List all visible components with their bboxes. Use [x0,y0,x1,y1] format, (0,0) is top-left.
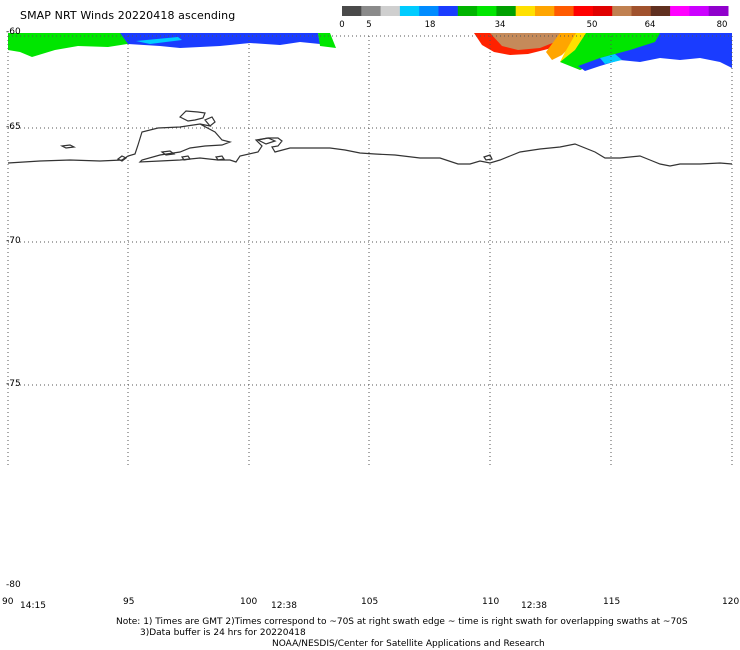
swath-right-brown [490,33,560,50]
swath-left-blue [120,33,320,48]
colorbar-label-0: 0 [339,20,345,30]
wind-speed-colorbar [342,6,729,16]
note-line-3: NOAA/NESDIS/Center for Satellite Applica… [272,639,545,649]
lon-label-90: 90 [2,597,14,607]
lat-label-65: -65 [6,122,21,132]
colorbar-segment [380,6,401,16]
lat-label-75: -75 [6,379,21,389]
swath-right-blue [578,33,732,71]
colorbar-segment [457,6,478,16]
swath-right-yellow [560,33,588,62]
colorbar-segment [535,6,555,16]
colorbar-label-50: 50 [586,20,598,30]
map-title: SMAP NRT Winds 20220418 ascending [20,9,236,22]
colorbar-segment [631,6,652,16]
swath-right-cyan [600,54,622,64]
colorbar-segment [708,6,729,16]
swath-time-3: 12:38 [521,601,547,611]
colorbar-segment [650,6,671,16]
coastline [7,110,733,167]
grid [7,35,733,465]
colorbar-segment [438,6,459,16]
colorbar-segment [612,6,632,16]
swath-left-green-edge [318,33,336,48]
note-line-1: Note: 1) Times are GMT 2)Times correspon… [116,617,688,627]
colorbar-segment [592,6,613,16]
swath-time-1: 14:15 [20,601,46,611]
swath-left-cyan-edge [136,37,182,44]
colorbar-label-64: 64 [644,20,656,30]
colorbar-label-18: 18 [424,20,436,30]
colorbar-segment [399,6,420,16]
lat-label-70: -70 [6,236,21,246]
colorbar-segment [515,6,536,16]
colorbar-segment [689,6,710,16]
colorbar-segment [554,6,575,16]
colorbar-label-80: 80 [716,20,728,30]
colorbar-segment [573,6,594,16]
colorbar-segment [670,6,690,16]
wind-swaths [8,33,732,71]
lon-label-110: 110 [482,597,500,607]
colorbar-segment [477,6,497,16]
colorbar-segment [342,6,362,16]
lat-label-80: -80 [6,580,21,590]
colorbar-segment [496,6,517,16]
lon-label-95: 95 [123,597,135,607]
note-line-2: 3)Data buffer is 24 hrs for 20220418 [140,628,306,638]
lon-label-115: 115 [603,597,621,607]
lon-label-120: 120 [722,597,740,607]
lon-label-105: 105 [361,597,379,607]
colorbar-segment [419,6,439,16]
lat-label-60: -60 [6,27,21,37]
colorbar-label-34: 34 [494,20,506,30]
colorbar-segment [361,6,382,16]
lon-label-100: 100 [240,597,258,607]
colorbar-label-5: 5 [366,20,372,30]
swath-right-orange [546,33,580,60]
swath-time-2: 12:38 [271,601,297,611]
